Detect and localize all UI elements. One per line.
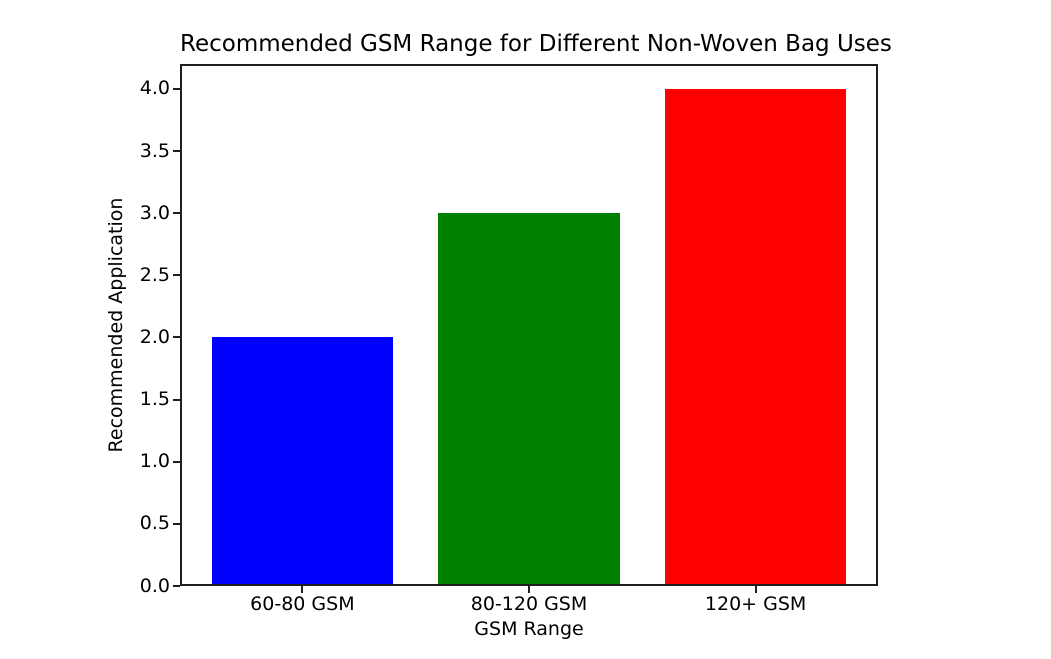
bar-3 (664, 88, 847, 586)
x-tick-mark (754, 586, 757, 593)
y-tick-label: 3.5 (139, 139, 170, 162)
y-tick-label: 0.5 (139, 512, 170, 535)
x-tick-label: 80-120 GSM (470, 593, 588, 615)
bar-2 (438, 213, 620, 586)
y-tick-label: 1.5 (139, 388, 170, 411)
y-tick-mark (173, 585, 180, 587)
x-tick-label: 60-80 GSM (250, 593, 355, 615)
y-tick-mark (173, 87, 180, 90)
y-tick-mark (173, 336, 180, 339)
y-tick-mark (173, 398, 180, 401)
x-axis-label: GSM Range (474, 618, 584, 640)
y-tick-label: 4.0 (139, 77, 170, 100)
x-tick-label: 120+ GSM (704, 593, 807, 615)
y-tick-label: 2.5 (139, 263, 170, 286)
y-tick-label: 3.0 (139, 201, 170, 224)
y-tick-label: 0.0 (139, 574, 170, 597)
y-tick-mark (173, 460, 180, 463)
y-tick-label: 1.0 (139, 450, 170, 473)
bar-1 (211, 337, 394, 586)
chart-title: Recommended GSM Range for Different Non-… (180, 31, 892, 57)
x-tick-mark (301, 586, 304, 593)
y-tick-mark (173, 274, 180, 277)
y-tick-mark (173, 212, 180, 215)
y-tick-label: 2.0 (139, 325, 170, 348)
x-tick-mark (528, 586, 530, 593)
y-tick-mark (173, 150, 180, 152)
y-tick-mark (173, 522, 180, 525)
